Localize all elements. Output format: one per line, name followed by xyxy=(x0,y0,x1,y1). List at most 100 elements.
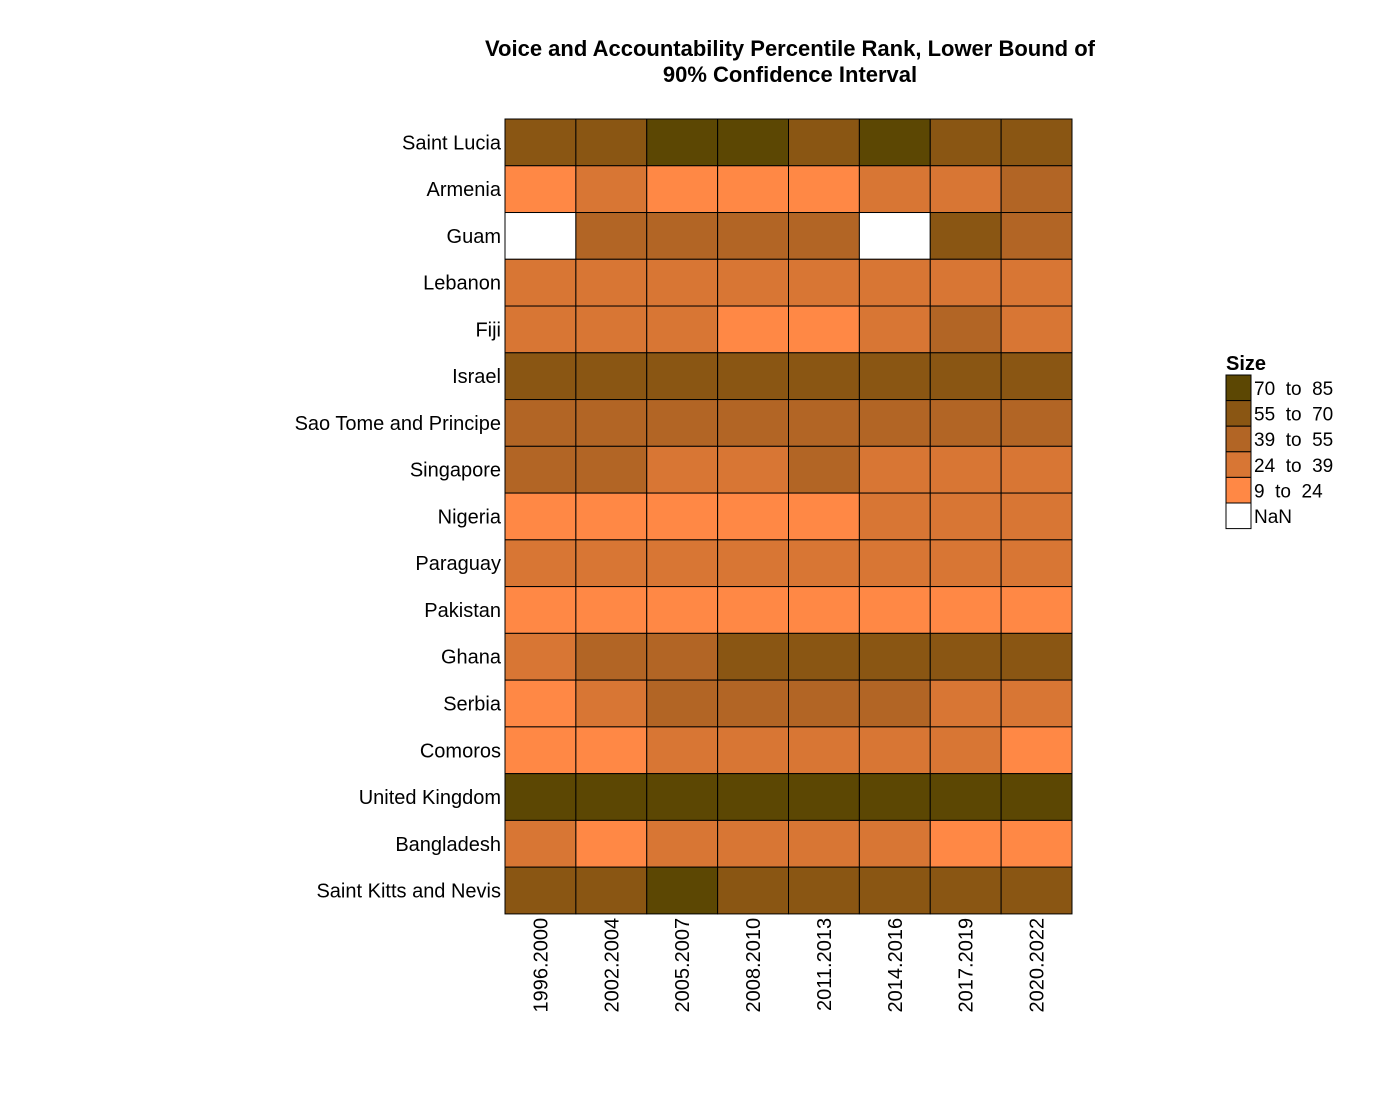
heatmap-cell xyxy=(504,118,577,167)
row-label: United Kingdom xyxy=(359,787,501,809)
row-label: Nigeria xyxy=(438,506,502,528)
heatmap-cell xyxy=(575,773,648,821)
heatmap-cell xyxy=(788,399,860,447)
heatmap-cell xyxy=(646,118,719,167)
heatmap-cell xyxy=(788,118,860,167)
heatmap-cell xyxy=(646,445,719,494)
heatmap-cell xyxy=(504,726,577,775)
heatmap-cell xyxy=(929,539,1002,588)
heatmap-cell xyxy=(1000,399,1073,447)
chart-title: Voice and Accountability Percentile Rank… xyxy=(485,36,1096,87)
legend: Size 70 to 85 55 to 70 39 to 55 24 to 39 9 t… xyxy=(1225,353,1333,530)
heatmap-cell xyxy=(788,258,860,307)
heatmap-cell xyxy=(646,679,719,728)
heatmap-cell xyxy=(504,212,577,260)
heatmap-cell xyxy=(646,773,719,821)
column-label: 2002.2004 xyxy=(601,918,623,1013)
row-label: Saint Kitts and Nevis xyxy=(316,881,501,903)
heatmap-cell xyxy=(788,586,860,634)
heatmap-cell xyxy=(504,492,577,541)
heatmap-cell xyxy=(575,819,648,868)
heatmap-cell xyxy=(575,539,648,588)
heatmap-cell xyxy=(717,492,789,541)
heatmap-cell xyxy=(788,492,860,541)
heatmap-cell xyxy=(788,679,860,728)
heatmap-cell xyxy=(646,539,719,588)
heatmap-cell xyxy=(646,819,719,868)
heatmap-cell xyxy=(575,726,648,775)
heatmap-cell xyxy=(788,866,860,915)
legend-label: 70 to 85 xyxy=(1254,379,1333,400)
legend-swatch xyxy=(1225,374,1252,402)
heatmap-cell xyxy=(717,539,789,588)
heatmap-cell xyxy=(858,118,931,167)
row-label: Paraguay xyxy=(415,553,501,575)
heatmap-cell xyxy=(646,165,719,214)
heatmap-cell xyxy=(504,679,577,728)
legend-label: 24 to 39 xyxy=(1254,456,1333,477)
heatmap-cell xyxy=(504,258,577,307)
heatmap-cell xyxy=(788,539,860,588)
row-label: Pakistan xyxy=(424,600,501,622)
row-label: Fiji xyxy=(475,319,501,341)
heatmap-cell xyxy=(788,352,860,401)
heatmap-cell xyxy=(788,726,860,775)
chart-title-line: Voice and Accountability Percentile Rank… xyxy=(485,36,1096,61)
heatmap-cell xyxy=(929,399,1002,447)
heatmap-cell xyxy=(575,399,648,447)
heatmap-cell xyxy=(504,632,577,681)
heatmap-cell xyxy=(646,866,719,915)
heatmap-cell xyxy=(575,305,648,354)
heatmap-cell xyxy=(646,212,719,260)
heatmap-cell xyxy=(1000,258,1073,307)
heatmap-cell xyxy=(788,773,860,821)
heatmap-cell xyxy=(717,632,789,681)
heatmap-cell xyxy=(1000,492,1073,541)
heatmap-cell xyxy=(858,305,931,354)
heatmap-cell xyxy=(646,492,719,541)
row-label: Ghana xyxy=(441,647,502,669)
heatmap-cell xyxy=(858,399,931,447)
heatmap-cell xyxy=(504,399,577,447)
heatmap-cell xyxy=(788,305,860,354)
heatmap-cell xyxy=(1000,118,1073,167)
heatmap-cell xyxy=(858,773,931,821)
column-label: 2020.2022 xyxy=(1027,918,1049,1013)
heatmap-cell xyxy=(717,305,789,354)
heatmap-cell xyxy=(858,445,931,494)
heatmap-cell xyxy=(646,586,719,634)
heatmap-cell xyxy=(929,118,1002,167)
heatmap-cell xyxy=(1000,352,1073,401)
heatmap-cell xyxy=(717,679,789,728)
column-labels: 1996.2000 2002.2004 2005.2007 2008.2010 2011… xyxy=(530,918,1048,1013)
heatmap-cell xyxy=(788,165,860,214)
legend-label: 55 to 70 xyxy=(1254,405,1333,426)
legend-label: NaN xyxy=(1254,507,1292,528)
heatmap-cell xyxy=(504,539,577,588)
row-label: Lebanon xyxy=(423,273,501,295)
heatmap-cell xyxy=(504,586,577,634)
heatmap-cell xyxy=(929,212,1002,260)
heatmap-cell xyxy=(717,773,789,821)
heatmap-cell xyxy=(788,632,860,681)
heatmap-cell xyxy=(717,352,789,401)
legend-swatch xyxy=(1225,502,1252,530)
heatmap-cell xyxy=(929,445,1002,494)
heatmap-cell xyxy=(504,773,577,821)
heatmap-cell xyxy=(1000,726,1073,775)
heatmap-cells xyxy=(504,118,1073,915)
heatmap-cell xyxy=(929,819,1002,868)
row-label: Israel xyxy=(452,366,501,388)
heatmap-cell xyxy=(1000,773,1073,821)
heatmap-cell xyxy=(504,445,577,494)
heatmap-cell xyxy=(504,866,577,915)
heatmap-cell xyxy=(646,305,719,354)
row-label: Sao Tome and Principe xyxy=(295,413,501,435)
heatmap-cell xyxy=(717,445,789,494)
legend-title: Size xyxy=(1226,353,1266,375)
heatmap-cell xyxy=(575,165,648,214)
heatmap-cell xyxy=(858,352,931,401)
heatmap-cell xyxy=(858,539,931,588)
heatmap-cell xyxy=(929,726,1002,775)
column-label: 2011.2013 xyxy=(814,918,836,1011)
